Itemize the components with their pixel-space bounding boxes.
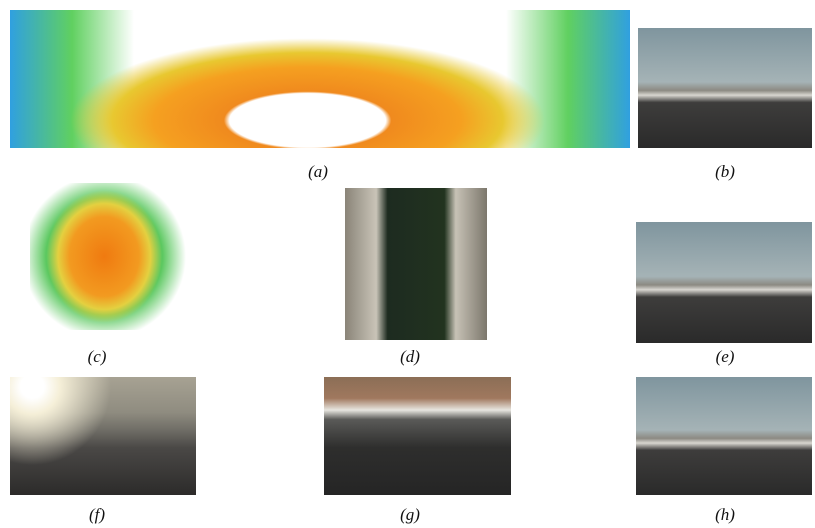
panel-caption: (e) [716,347,735,367]
figure: (() => { const data = JSON.parse(documen… [0,0,815,528]
figure-image [636,222,812,343]
figure-image [10,377,196,495]
panel-caption: (h) [715,505,735,525]
figure-image [638,28,812,148]
figure-image [30,183,195,330]
panel-caption: (c) [88,347,107,367]
panel-caption: (b) [715,162,735,182]
panel-caption: (a) [308,162,328,182]
panel-caption: (g) [400,505,420,525]
figure-image [636,377,812,495]
figure-image [345,188,487,340]
panel-caption: (d) [400,347,420,367]
figure-image [10,10,630,148]
panel-caption: (f) [89,505,105,525]
figure-image [324,377,511,495]
